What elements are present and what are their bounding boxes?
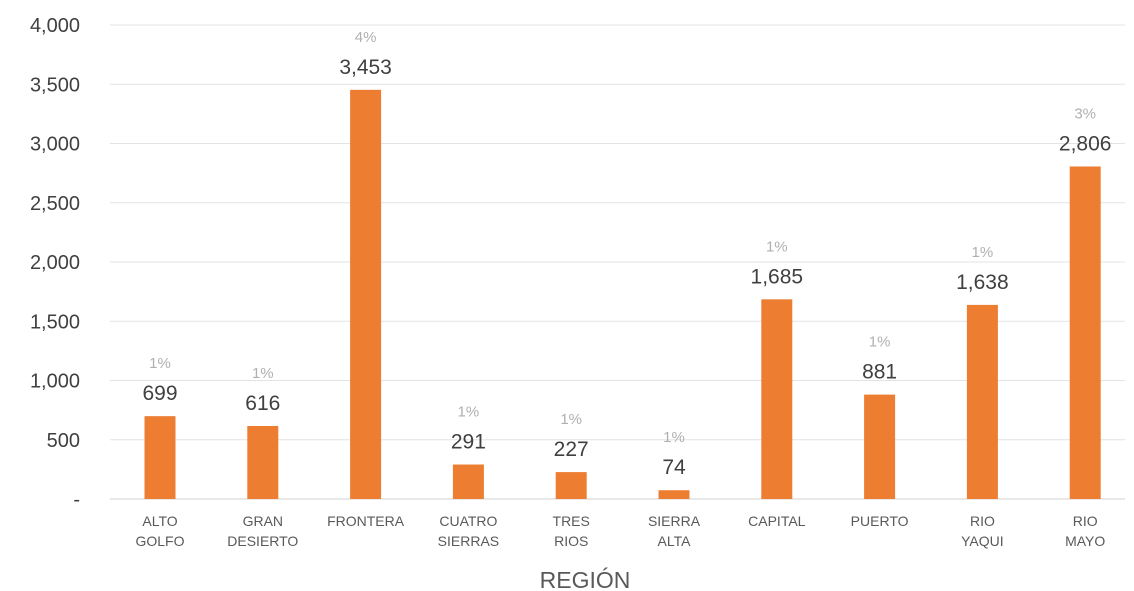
value-label: 74	[662, 456, 686, 479]
percent-label: 4%	[355, 29, 377, 46]
percent-label: 1%	[869, 334, 891, 351]
y-tick-label: 3,500	[30, 74, 80, 96]
y-tick-label: 4,000	[30, 15, 80, 37]
data-labels: 699 1% 616 1% 3,453 4% 291 1% 227 1% 74 1% 1,685 1% 88…	[142, 29, 1111, 479]
percent-label: 1%	[252, 365, 274, 382]
x-axis-title: REGIÓN	[540, 567, 631, 591]
bar	[1069, 166, 1101, 499]
x-tick-label: ALTO GOLFO	[135, 513, 184, 549]
y-tick-label: 1,000	[30, 371, 80, 393]
value-label: 3,453	[339, 56, 392, 79]
percent-label: 1%	[972, 244, 994, 261]
gridlines	[110, 24, 1125, 500]
percent-label: 1%	[766, 238, 788, 255]
x-tick-label: TRES RIOS	[553, 513, 590, 549]
x-axis-tick-labels: ALTO GOLFO GRAN DESIERTO FRONTERA CUATRO SIERR…	[135, 513, 1105, 549]
y-tick-label: -	[73, 489, 80, 511]
value-label: 1,638	[956, 271, 1009, 294]
y-tick-label: 1,500	[30, 311, 80, 333]
y-axis-tick-labels: - 500 1,000 1,500 2,000 2,500 3,000 3,500 4,000	[30, 15, 80, 511]
x-tick-label: RIO MAYO	[1065, 513, 1105, 549]
x-tick-label: RIO YAQUI	[961, 513, 1004, 549]
value-label: 616	[245, 392, 280, 415]
bar	[452, 464, 484, 499]
value-label: 227	[554, 438, 589, 461]
bar	[966, 304, 998, 499]
x-tick-label: GRAN DESIERTO	[227, 513, 298, 549]
bar	[658, 490, 690, 499]
y-tick-label: 2,500	[30, 193, 80, 215]
x-tick-label: PUERTO	[851, 513, 909, 529]
value-label: 291	[451, 431, 486, 454]
x-tick-label: FRONTERA	[327, 513, 405, 529]
bar	[144, 416, 176, 499]
bars	[144, 89, 1101, 499]
y-tick-label: 3,000	[30, 134, 80, 156]
y-tick-label: 2,000	[30, 252, 80, 274]
bar	[555, 472, 587, 499]
x-tick-label: SIERRA ALTA	[648, 513, 701, 549]
percent-label: 3%	[1074, 105, 1096, 122]
percent-label: 1%	[458, 404, 480, 421]
percent-label: 1%	[149, 355, 171, 372]
percent-label: 1%	[663, 429, 685, 446]
percent-label: 1%	[560, 411, 582, 428]
bar	[350, 89, 382, 499]
value-label: 699	[142, 382, 177, 405]
y-tick-label: 500	[47, 430, 80, 452]
x-tick-label: CAPITAL	[748, 513, 806, 529]
bar	[761, 299, 793, 499]
value-label: 1,685	[751, 265, 804, 288]
value-label: 881	[862, 361, 897, 384]
x-tick-label: CUATRO SIERRAS	[438, 513, 499, 549]
bar	[864, 394, 896, 499]
value-label: 2,806	[1059, 132, 1112, 155]
bar	[247, 426, 279, 499]
